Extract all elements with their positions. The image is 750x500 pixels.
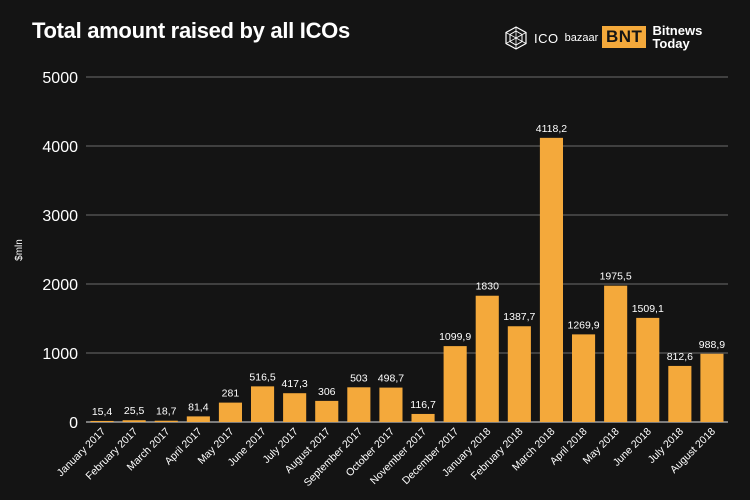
bar bbox=[475, 295, 499, 422]
bar-layer bbox=[90, 137, 724, 423]
data-label: 1099,9 bbox=[439, 331, 471, 343]
bnt-wordmark: Bitnews Today bbox=[652, 24, 702, 50]
data-label: 281 bbox=[222, 388, 240, 400]
x-tick-label: December 2017 bbox=[400, 426, 461, 487]
bar bbox=[90, 420, 114, 422]
bar bbox=[315, 400, 339, 422]
bar bbox=[250, 386, 275, 422]
icobazaar-icon bbox=[505, 26, 527, 50]
data-label: 4118,2 bbox=[536, 123, 567, 135]
bar bbox=[507, 326, 531, 422]
bar bbox=[539, 137, 564, 423]
data-label: 15,4 bbox=[92, 406, 113, 418]
y-tick-label: 1000 bbox=[42, 346, 78, 363]
data-label: 116,7 bbox=[410, 399, 436, 411]
icobazaar-logo: ICO bazaar bbox=[504, 26, 598, 50]
bnt-line2: Today bbox=[652, 36, 690, 51]
icobazaar-logo-sub: bazaar bbox=[564, 32, 599, 44]
y-tick-label: 3000 bbox=[42, 208, 78, 225]
data-label: 18,7 bbox=[156, 406, 177, 418]
data-label: 988,9 bbox=[699, 339, 725, 351]
chart-title: Total amount raised by all ICOs bbox=[32, 18, 350, 43]
y-axis-title: $mln bbox=[14, 239, 25, 261]
data-label: 498,7 bbox=[378, 373, 404, 385]
data-label: 1269,9 bbox=[567, 319, 599, 331]
bar bbox=[604, 285, 628, 422]
data-label: 306 bbox=[318, 386, 336, 398]
data-label: 1975,5 bbox=[600, 271, 632, 283]
data-label: 1830 bbox=[476, 281, 500, 293]
bar bbox=[122, 420, 146, 422]
bar bbox=[379, 387, 403, 422]
bar bbox=[283, 393, 307, 422]
bar bbox=[218, 402, 243, 422]
bar bbox=[636, 317, 660, 422]
bar bbox=[443, 346, 467, 422]
bar bbox=[186, 416, 210, 422]
bar bbox=[411, 413, 435, 422]
icobazaar-logo-text: ICO bbox=[534, 30, 559, 46]
data-label: 1387,7 bbox=[503, 311, 535, 323]
x-tick-label: November 2017 bbox=[368, 426, 429, 487]
data-label: 81,4 bbox=[188, 401, 209, 413]
data-label: 503 bbox=[350, 372, 368, 384]
y-tick-label: 4000 bbox=[42, 139, 78, 156]
bar bbox=[347, 387, 371, 422]
data-label: 812,6 bbox=[667, 351, 693, 363]
y-tick-label: 2000 bbox=[42, 277, 78, 294]
bnt-line1: Bitnews bbox=[652, 23, 703, 38]
data-label: 25,5 bbox=[124, 405, 145, 417]
data-label: 1509,1 bbox=[632, 303, 664, 315]
y-tick-label: 5000 bbox=[42, 70, 78, 87]
bar bbox=[700, 353, 724, 422]
bnt-badge: BNT bbox=[602, 26, 647, 48]
data-label: 516,5 bbox=[249, 371, 275, 383]
data-label: 417,3 bbox=[282, 378, 308, 390]
bitnews-today-logo: BNT Bitnews Today bbox=[602, 24, 702, 50]
bar bbox=[571, 334, 596, 422]
bar bbox=[154, 420, 178, 422]
bar bbox=[668, 365, 692, 422]
y-tick-label: 0 bbox=[69, 415, 78, 432]
